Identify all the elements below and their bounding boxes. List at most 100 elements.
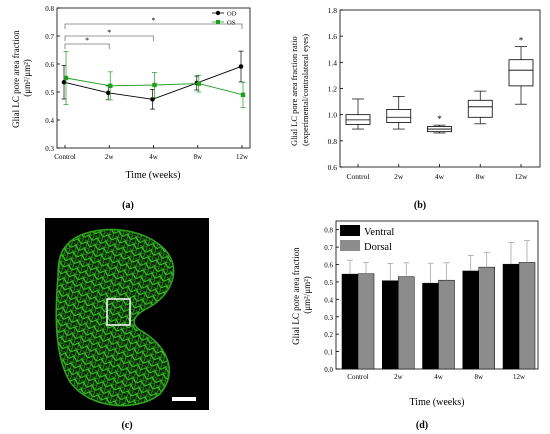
y-tick-label: 1.2 — [328, 85, 338, 94]
data-point-os — [63, 75, 69, 81]
y-tick-label: 0.7 — [45, 33, 54, 41]
y-tick-label: 0.4 — [324, 296, 333, 304]
panel-d: 0.0 0.1 0.2 0.3 0.4 0.5 0.6 0.7 0.8 Control 2w 4w 8… — [291, 220, 539, 431]
y-tick-label: 1.8 — [328, 6, 338, 15]
zoom-region-box — [106, 298, 131, 326]
box — [386, 109, 412, 123]
significance-bracket — [64, 23, 243, 29]
y-tick-label: 0.8 — [324, 227, 333, 235]
significance-star: * — [85, 36, 89, 45]
legend-dorsal-label: Dorsal — [364, 242, 392, 253]
x-tick-label: Control — [347, 373, 368, 381]
legend-od-marker — [215, 10, 221, 16]
box — [508, 59, 534, 87]
data-point-od — [61, 79, 67, 85]
panel-a-significance-brackets: * * * — [64, 16, 243, 49]
x-tick-label: 2w — [394, 373, 404, 381]
bar-dorsal — [438, 279, 455, 370]
x-tick-label: 2w — [105, 153, 115, 161]
data-point-od — [238, 64, 244, 69]
significance-bracket — [64, 43, 110, 49]
x-tick-label: 12w — [236, 153, 249, 161]
bar-ventral — [502, 263, 520, 370]
legend-os-marker — [216, 20, 220, 24]
panel-a-label: (a) — [122, 200, 134, 211]
y-tick-label: 0.7 — [324, 244, 333, 252]
data-point-os — [152, 82, 157, 88]
bar-ventral — [382, 280, 399, 370]
panel-d-y-axis-ticks: 0.0 0.1 0.2 0.3 0.4 0.5 0.6 0.7 0.8 — [324, 227, 339, 374]
y-tick-label: 0.6 — [45, 61, 54, 69]
legend-ventral-swatch — [340, 225, 360, 236]
panel-b-plot-frame — [339, 9, 541, 168]
panel-a-x-axis-ticks: Control 2w 4w 8w 12w — [54, 145, 249, 161]
panel-b: 0.6 0.8 1.0 1.2 1.4 1.6 1.8 Control 2w 4w 8w 12w *… — [289, 6, 541, 211]
y-tick-label: 0.2 — [324, 331, 333, 339]
y-tick-label: 0.8 — [45, 5, 54, 13]
legend-od-label: OD — [227, 11, 237, 18]
panel-a-series — [61, 50, 246, 110]
legend-dorsal-swatch — [340, 240, 360, 251]
y-tick-label: 0.8 — [328, 137, 338, 146]
panel-d-bars — [341, 240, 536, 370]
significance-star: * — [152, 16, 156, 25]
y-tick-label: 0.1 — [324, 349, 333, 357]
x-tick-label: 8w — [476, 172, 486, 181]
x-tick-label: 4w — [434, 373, 444, 381]
x-tick-label: 4w — [149, 153, 159, 161]
bar-dorsal — [478, 266, 495, 370]
significance-bracket — [64, 35, 154, 41]
panel-c: (c) — [45, 218, 209, 431]
panel-a: 0.3 0.4 0.5 0.6 0.7 0.8 Control 2w 4w 8w 12w * ** … — [11, 5, 251, 211]
significance-star: * — [519, 36, 524, 46]
y-tick-label: 1.0 — [328, 111, 338, 120]
data-point-od — [105, 90, 111, 96]
legend-ventral-label: Ventral — [364, 227, 394, 238]
x-tick-label: 12w — [513, 373, 526, 381]
y-tick-label: 0.4 — [45, 117, 54, 125]
data-point-os — [108, 83, 113, 89]
y-tick-label: 0.6 — [328, 163, 338, 172]
bar-ventral — [341, 273, 359, 370]
bar-dorsal — [518, 262, 536, 370]
x-tick-label: Control — [54, 153, 75, 161]
panel-d-x-axis-label: Time (weeks) — [410, 397, 465, 408]
panel-a-y-axis-ticks: 0.3 0.4 0.5 0.6 0.7 0.8 — [45, 5, 60, 153]
box — [467, 99, 493, 118]
panel-d-label: (d) — [416, 420, 428, 431]
panel-a-legend: OD OS — [212, 11, 237, 27]
panel-b-x-axis-ticks: Control 2w 4w 8w 12w — [347, 164, 529, 181]
panel-d-legend: Ventral Dorsal — [340, 225, 394, 253]
y-tick-label: 0.3 — [45, 145, 54, 153]
legend-os-label: OS — [227, 20, 236, 27]
bar-ventral — [422, 282, 439, 370]
y-tick-label: 0.6 — [324, 262, 333, 270]
significance-star: * — [437, 114, 442, 124]
bar-dorsal — [357, 273, 375, 370]
significance-star: * — [107, 28, 111, 37]
panel-a-x-axis-label: Time (weeks) — [126, 170, 181, 181]
x-tick-label: 8w — [193, 153, 203, 161]
data-point-os — [196, 81, 201, 86]
bar-dorsal — [398, 276, 415, 370]
data-point-od — [150, 96, 155, 102]
y-tick-label: 0.3 — [324, 314, 333, 322]
x-tick-label: 4w — [435, 172, 445, 181]
bar-ventral — [462, 270, 479, 370]
panel-b-y-axis-label: Glial LC pore area fraction ratio (exper… — [289, 34, 310, 146]
y-tick-label: 0.0 — [324, 366, 333, 374]
x-tick-label: 2w — [394, 172, 404, 181]
panel-c-label: (c) — [121, 420, 132, 431]
x-tick-label: 12w — [515, 172, 529, 181]
scale-bar — [172, 397, 196, 401]
panel-b-label: (b) — [414, 200, 426, 211]
data-point-os — [240, 92, 246, 97]
panel-a-plot-frame — [56, 7, 251, 149]
y-tick-label: 1.4 — [328, 58, 338, 67]
y-tick-label: 0.5 — [324, 279, 333, 287]
x-tick-label: 8w — [474, 373, 484, 381]
x-tick-label: Control — [347, 172, 370, 181]
panel-a-y-axis-label: Glial LC pore area fraction (μm²/μm²) — [11, 28, 32, 128]
panel-b-y-axis-ticks: 0.6 0.8 1.0 1.2 1.4 1.6 1.8 — [328, 6, 343, 172]
